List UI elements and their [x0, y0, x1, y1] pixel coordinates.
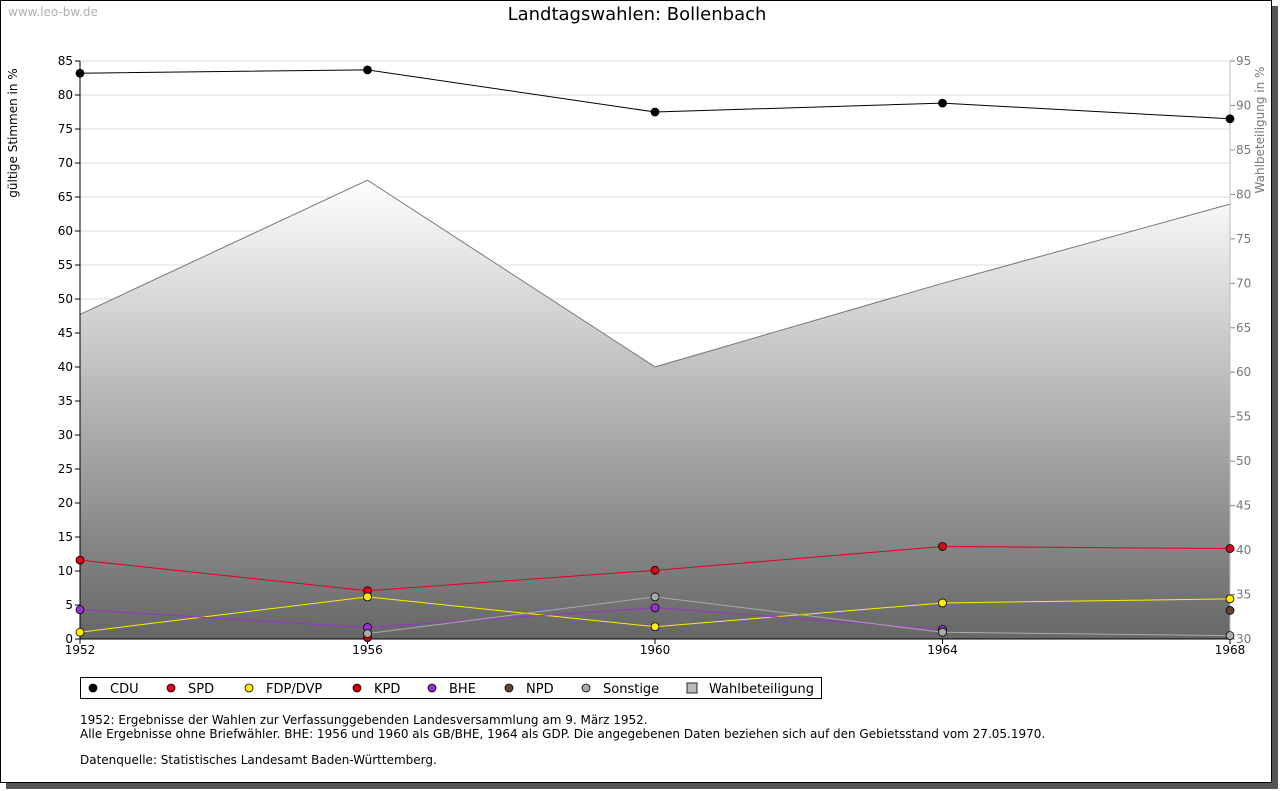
- legend: CDU SPD FDP/DVP KPD BHE NPD Sonstige Wahlbeteil…: [80, 677, 822, 699]
- data-point-bhe: [75, 605, 85, 615]
- y2-tick-label: 35: [1236, 588, 1251, 602]
- y2-axis-label: Wahlbeteiligung in %: [1253, 67, 1267, 194]
- y2-tick-label: 55: [1236, 410, 1251, 424]
- y2-tick-label: 50: [1236, 454, 1251, 468]
- y2-tick-label: 75: [1236, 232, 1251, 246]
- footnote-1952: 1952: Ergebnisse der Wahlen zur Verfassu…: [80, 713, 648, 727]
- x-tick-label: 1968: [1215, 643, 1246, 657]
- data-point-sonstige: [938, 627, 947, 637]
- y-tick-label: 85: [58, 54, 73, 68]
- x-tick-label: 1960: [640, 643, 671, 657]
- data-point-fdp-dvp: [363, 592, 372, 602]
- y-tick-label: 50: [58, 292, 73, 306]
- y2-tick-label: 80: [1236, 187, 1251, 201]
- axes: 0 5 10 15 20 25 30 35 40 45 50 55 60 65 70 75 80 85 30 35 40…: [58, 54, 1252, 657]
- data-point-sonstige: [1225, 631, 1235, 640]
- legend-label-spd: SPD: [188, 682, 214, 697]
- y-tick-label: 25: [58, 462, 73, 476]
- y-tick-label: 35: [58, 394, 73, 408]
- chart-title: Landtagswahlen: Bollenbach: [508, 4, 767, 25]
- x-tick-label: 1952: [65, 643, 96, 657]
- y-tick-label: 70: [58, 156, 73, 170]
- y2-tick-label: 30: [1236, 632, 1251, 646]
- y-tick-label: 0: [65, 632, 73, 646]
- legend-marker-spd: [166, 683, 176, 693]
- legend-marker-sonstige: [581, 683, 591, 693]
- legend-label-npd: NPD: [526, 682, 554, 697]
- legend-marker-npd: [504, 683, 514, 693]
- y2-tick-label: 90: [1236, 98, 1251, 112]
- data-point-cdu: [75, 68, 85, 78]
- data-point-fdp-dvp: [75, 627, 85, 637]
- y-tick-label: 15: [58, 530, 73, 544]
- frame-shadow-bottom: [6, 783, 1278, 789]
- y-tick-label: 40: [58, 360, 73, 374]
- data-point-fdp-dvp: [938, 598, 947, 608]
- legend-box: [80, 677, 822, 699]
- footnote-general: Alle Ergebnisse ohne Briefwähler. BHE: 1…: [80, 727, 1046, 741]
- legend-label-wahlbeteiligung: Wahlbeteiligung: [709, 682, 814, 697]
- data-point-spd: [1225, 544, 1235, 553]
- y-tick-label: 80: [58, 88, 73, 102]
- legend-label-fdp-dvp: FDP/DVP: [266, 682, 322, 697]
- x-tick-label: 1964: [927, 643, 958, 657]
- y-tick-label: 20: [58, 496, 73, 510]
- legend-label-sonstige: Sonstige: [603, 682, 659, 697]
- legend-marker-fdp-dvp: [244, 683, 254, 693]
- series-layer: [75, 65, 1235, 643]
- y2-tick-label: 60: [1236, 365, 1251, 379]
- y2-tick-label: 95: [1236, 54, 1251, 68]
- data-point-spd: [938, 542, 947, 551]
- data-point-bhe: [650, 603, 660, 613]
- data-point-fdp-dvp: [1225, 594, 1235, 604]
- watermark: www.leo-bw.de: [8, 5, 98, 19]
- y2-tick-label: 65: [1236, 321, 1251, 335]
- turnout-line: [79, 179, 1231, 368]
- legend-label-cdu: CDU: [110, 682, 139, 697]
- legend-marker-cdu: [88, 683, 98, 693]
- legend-marker-kpd: [352, 683, 362, 693]
- data-point-sonstige: [363, 629, 372, 638]
- data-point-sonstige: [650, 592, 660, 602]
- series-line-sonstige: [367, 596, 1231, 637]
- data-point-cdu: [650, 107, 660, 117]
- x-tick-label: 1956: [352, 643, 383, 657]
- footnote-source: Datenquelle: Statistisches Landesamt Bad…: [80, 753, 437, 767]
- y2-tick-label: 70: [1236, 276, 1251, 290]
- data-point-cdu: [363, 65, 372, 75]
- turnout-area: [80, 180, 1230, 639]
- y-tick-label: 55: [58, 258, 73, 272]
- y2-tick-label: 85: [1236, 143, 1251, 157]
- data-point-fdp-dvp: [650, 622, 660, 632]
- y-tick-label: 45: [58, 326, 73, 340]
- legend-marker-wahlbeteiligung: [686, 682, 698, 694]
- data-point-cdu: [1225, 114, 1235, 124]
- y-tick-label: 60: [58, 224, 73, 238]
- y-tick-label: 30: [58, 428, 73, 442]
- data-point-cdu: [938, 98, 947, 108]
- legend-label-bhe: BHE: [449, 682, 476, 697]
- data-point-spd: [650, 565, 660, 575]
- data-point-spd: [75, 555, 85, 565]
- data-point-npd: [1225, 606, 1235, 615]
- y-tick-label: 10: [58, 564, 73, 578]
- legend-marker-bhe: [427, 683, 437, 693]
- y-tick-label: 75: [58, 122, 73, 136]
- frame-shadow-right: [1272, 6, 1278, 789]
- series-line-bhe: [79, 607, 943, 630]
- y2-tick-label: 40: [1236, 543, 1251, 557]
- legend-label-kpd: KPD: [374, 682, 400, 697]
- y-tick-label: 5: [65, 598, 73, 612]
- y-tick-label: 65: [58, 190, 73, 204]
- y-axis-label: gültige Stimmen in %: [6, 68, 20, 197]
- y2-tick-label: 45: [1236, 499, 1251, 513]
